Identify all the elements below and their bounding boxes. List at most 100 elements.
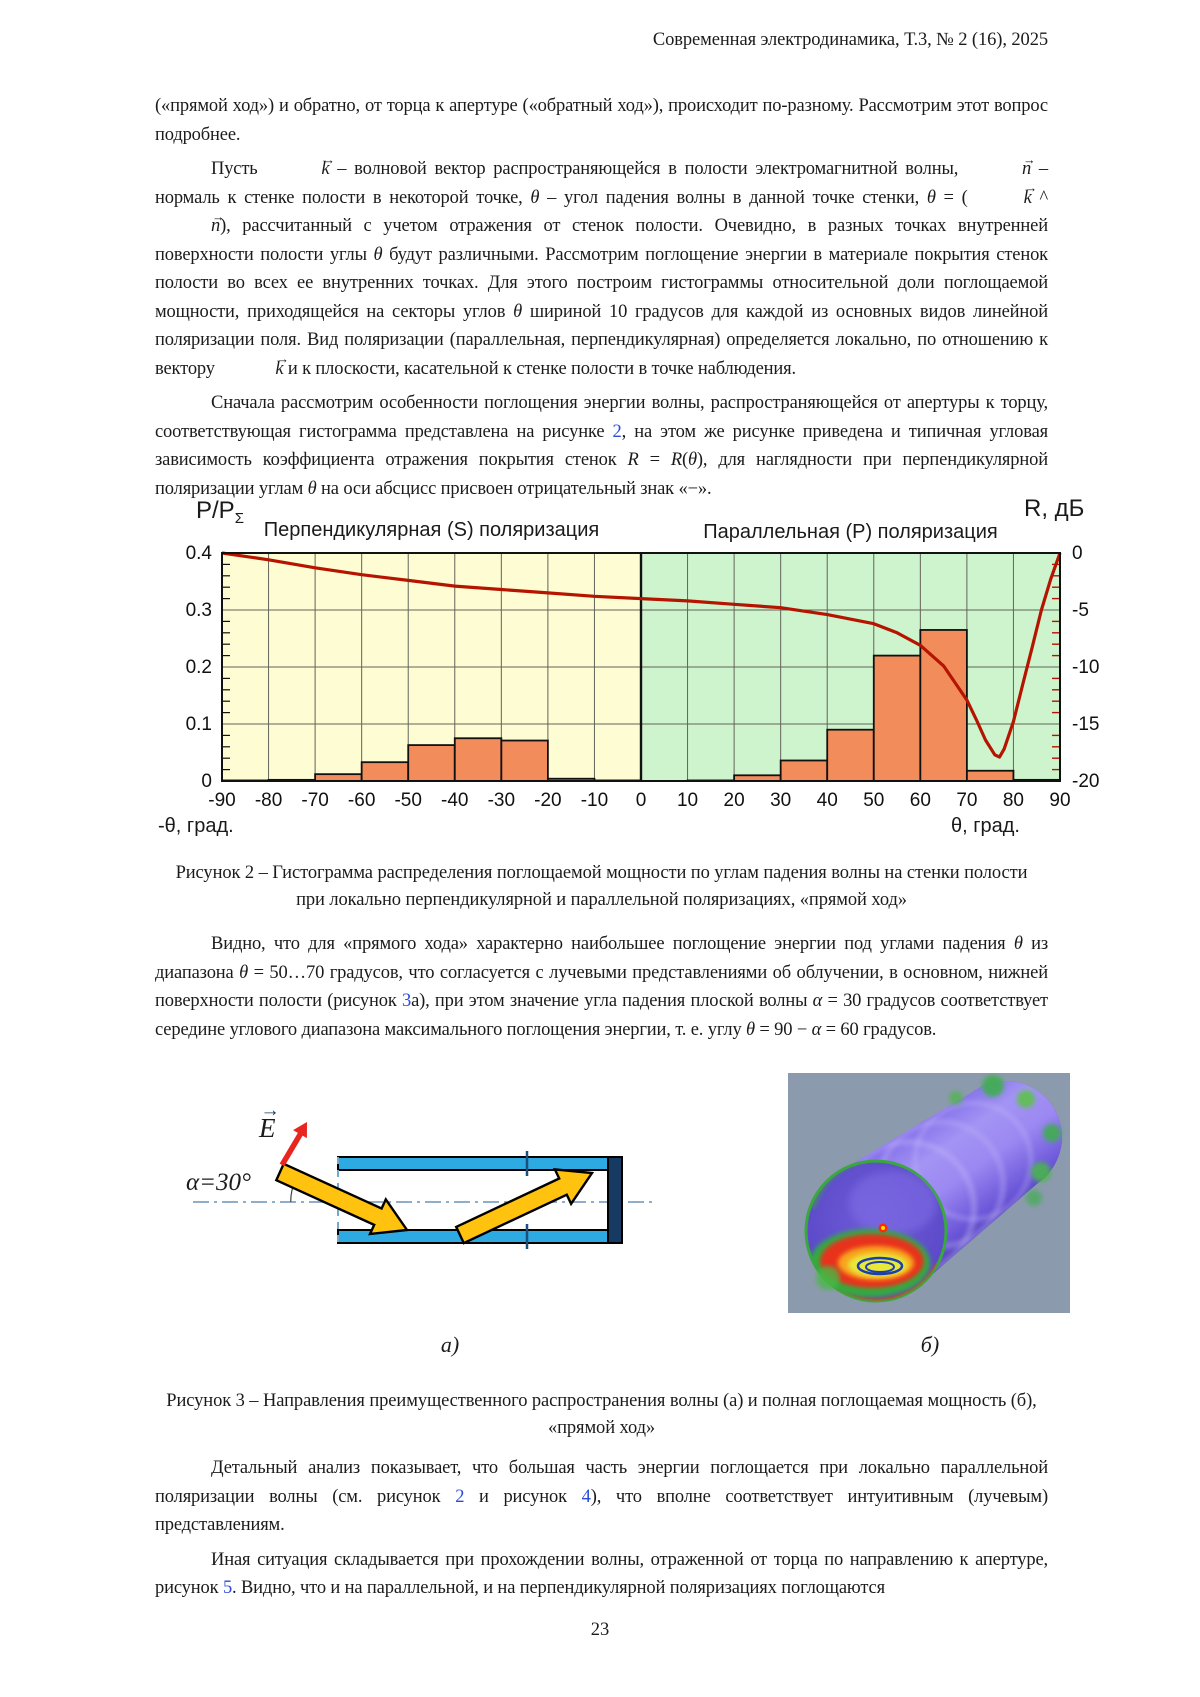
histogram-bar	[965, 769, 1015, 782]
x-tick-label: -40	[441, 790, 468, 811]
text-run: из диапазона	[155, 934, 1048, 983]
histogram-bar	[360, 761, 410, 782]
vector-arrow-glyph: →	[260, 1100, 280, 1122]
incident-ray-arrow	[274, 1162, 410, 1236]
figure-ref-link[interactable]: 4	[581, 1486, 591, 1507]
math-symbol: θ	[307, 478, 317, 499]
math-symbol: θ	[1013, 934, 1023, 954]
reflection-curve	[221, 551, 1062, 759]
green-absorption-patches	[949, 1075, 1061, 1206]
text-run: = 30 градусов соответствует середине угл…	[155, 991, 1048, 1040]
paragraph: Иная ситуация складывается при прохожден…	[155, 1546, 1048, 1603]
histogram-bar	[872, 654, 922, 782]
y-right-tick-label: -15	[1072, 714, 1099, 735]
x-tick-label: -30	[488, 790, 515, 811]
figure2-chart: P/PΣ Перпендикулярная (S) поляризация Па…	[150, 495, 1150, 845]
math-symbol: θ	[239, 962, 249, 983]
figure3b-sublabel: б)	[920, 1332, 940, 1357]
figure-ref-link[interactable]: 2	[612, 421, 622, 442]
histogram-bar	[314, 773, 363, 782]
y-left-tick-label: 0.4	[186, 543, 213, 564]
e-field-label: → E	[259, 1100, 280, 1144]
y-right-tick-label: 0	[1072, 543, 1083, 564]
math-symbol: α	[812, 991, 823, 1011]
figure2-caption-line1: Рисунок 2 – Гистограмма распределения по…	[175, 863, 1028, 883]
left-minor-ticks	[222, 563, 230, 771]
text-run: – волновой вектор распространяющейся в п…	[329, 159, 966, 179]
text-block-bottom: Рисунок 3 – Направления преимущественног…	[155, 1388, 1048, 1609]
x-tick-label: -60	[348, 790, 375, 811]
text-run: шириной 10 градусов для каждой из основн…	[155, 301, 1048, 379]
x-tick-label: -80	[255, 790, 282, 811]
vector-symbol: → k	[275, 352, 289, 379]
x-tick-label: -10	[581, 790, 608, 811]
figure3a-diagram: α=30° → E	[160, 1100, 670, 1270]
text-run: Детальный анализ показывает, что большая…	[155, 1458, 1048, 1507]
text-run: = 60 градусов.	[821, 1019, 937, 1040]
hotspot-center-dot-core	[881, 1226, 885, 1230]
histogram-bar	[407, 744, 456, 782]
s-polarization-region-title: Перпендикулярная (S) поляризация	[263, 519, 600, 541]
text-run: и рисунок	[464, 1486, 582, 1507]
vector-symbol: → k	[321, 152, 335, 179]
x-tick-label: 10	[677, 790, 698, 811]
text-run: и к плоскости, касательной к стенке поло…	[283, 358, 797, 379]
opening-interior	[810, 1161, 940, 1301]
math-symbol: θ	[530, 187, 540, 208]
histogram-bar	[919, 629, 968, 782]
math-symbol: R	[627, 450, 639, 470]
left-axis-title-subscript: Σ	[234, 510, 244, 527]
text-run: (	[681, 450, 688, 470]
cavity-top-wall	[337, 1156, 609, 1171]
vector-symbol: → n	[1022, 152, 1036, 179]
paragraph: («прямой ход») и обратно, от торца к апе…	[155, 92, 1048, 149]
text-run: = 90 −	[754, 1019, 812, 1040]
paragraph: Пусть → k – волновой вектор распространяю…	[155, 152, 1048, 383]
y-right-tick-label: -5	[1072, 600, 1089, 621]
text-run: . Видно, что и на параллельной, и на пер…	[232, 1578, 885, 1598]
reflected-ray-arrow	[454, 1168, 595, 1245]
x-tick-label: 40	[817, 790, 838, 811]
text-run: – нормаль к стенке полости в некоторой т…	[155, 159, 1048, 208]
figure-ref-link[interactable]: 3	[401, 991, 412, 1011]
text-run: Видно, что для «прямого хода» характерно…	[211, 934, 1014, 954]
x-tick-label: -50	[394, 790, 421, 811]
paragraph: Детальный анализ показывает, что большая…	[155, 1454, 1048, 1540]
y-left-tick-label: 0.2	[186, 657, 212, 678]
text-run: ), рассчитанный с учетом отражения от ст…	[155, 216, 1048, 265]
text-run: , на этом же рисунке приведена и типична…	[155, 421, 1048, 471]
running-head: Современная электродинамика, Т.3, № 2 (1…	[652, 30, 1048, 50]
math-symbol: θ	[513, 301, 523, 322]
figure-ref-link[interactable]: 2	[455, 1486, 465, 1507]
cavity-end-cap	[607, 1156, 623, 1244]
math-symbol: R	[670, 450, 682, 470]
hotspot-blue-fringe	[865, 1261, 895, 1273]
x-tick-label: -90	[208, 790, 235, 811]
histogram-bar	[500, 739, 549, 782]
histogram-bar	[826, 728, 875, 782]
cavity-ray-diagram	[193, 1122, 656, 1249]
left-axis-title: P/PΣ	[196, 497, 244, 527]
figure-ref-link[interactable]: 5	[222, 1578, 233, 1598]
x-tick-label: 20	[724, 790, 745, 811]
math-symbol: θ	[926, 187, 936, 208]
page-number: 23	[590, 1620, 610, 1640]
e-field-letter: E	[259, 1113, 276, 1143]
y-right-tick-label: -20	[1072, 771, 1099, 792]
x-tick-label: 30	[770, 790, 791, 811]
histogram-plot: 0 0.1 0.2 0.3 0.4 0 -5 -10 -15 -20 -90 -80 -70 -60 -50…	[186, 543, 1100, 811]
e-field-arrow-head	[293, 1122, 307, 1139]
y-left-tick-label: 0.1	[186, 714, 212, 735]
math-symbol: θ	[746, 1019, 755, 1040]
e-field-arrow-shaft	[279, 1131, 304, 1167]
figure2-caption-line2: при локально перпендикулярной и параллел…	[296, 890, 907, 910]
text-run: = 50…70 градусов, что согласуется с луче…	[155, 962, 1048, 1012]
histogram-bars	[221, 629, 1061, 782]
text-run: ^	[1031, 187, 1048, 208]
text-run: («прямой ход») и обратно, от торца к апе…	[155, 96, 1048, 145]
text-run: =	[638, 450, 671, 470]
chart-border	[221, 552, 1061, 782]
text-run: Сначала рассмотрим особенности поглощени…	[155, 393, 1048, 442]
histogram-bar	[779, 759, 829, 782]
